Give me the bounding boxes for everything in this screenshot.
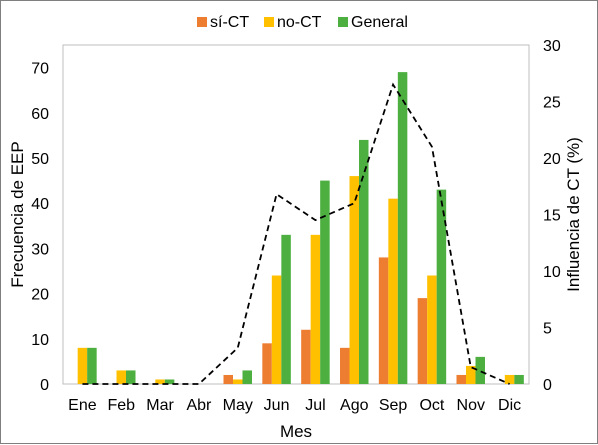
bar-general <box>320 180 330 384</box>
bar-s-ct <box>417 298 428 384</box>
x-tick-label: Nov <box>457 397 485 414</box>
bar-no-ct <box>233 379 243 384</box>
legend-label: no-CT <box>277 14 322 31</box>
y-axis-title: Frecuencia de EEP <box>8 141 27 287</box>
bar-no-ct <box>310 234 321 384</box>
y2-tick-label: 25 <box>543 95 561 112</box>
y-tick-label: 50 <box>31 151 49 168</box>
y2-tick-label: 0 <box>543 377 552 394</box>
x-tick-label: Jun <box>264 397 290 414</box>
y-tick-label: 0 <box>40 377 49 394</box>
y2-tick-label: 15 <box>543 208 561 225</box>
bar-s-ct <box>223 374 233 384</box>
bar-general <box>475 356 485 384</box>
x-axis-title: Mes <box>280 422 312 441</box>
bar-general <box>126 370 136 384</box>
bar-general <box>87 347 97 384</box>
y-tick-label: 30 <box>31 241 49 258</box>
bar-general <box>359 139 369 384</box>
bar-general <box>281 234 291 384</box>
x-tick-label: Feb <box>107 397 135 414</box>
bar-no-ct <box>427 275 437 384</box>
y2-tick-label: 20 <box>543 151 561 168</box>
bar-s-ct <box>378 257 389 384</box>
bar-no-ct <box>155 379 165 384</box>
bar-no-ct <box>349 176 359 384</box>
x-tick-label: Jul <box>305 397 325 414</box>
y2-tick-label: 10 <box>543 264 561 281</box>
bar-no-ct <box>388 198 398 384</box>
x-tick-label: Ago <box>340 397 369 414</box>
x-tick-label: Ene <box>68 397 97 414</box>
legend-label: General <box>351 14 408 31</box>
bar-general <box>242 370 252 384</box>
y-tick-label: 10 <box>31 332 49 349</box>
x-tick-label: May <box>223 397 253 414</box>
bar-no-ct <box>116 370 126 384</box>
x-tick-label: Abr <box>186 397 212 414</box>
y2-axis-title: Influencia de CT (%) <box>564 137 583 292</box>
legend-label: sí-CT <box>210 14 249 31</box>
bar-no-ct <box>504 374 515 384</box>
legend-swatch <box>264 17 274 27</box>
x-tick-label: Oct <box>419 397 444 414</box>
bar-no-ct <box>466 365 476 384</box>
y2-tick-label: 5 <box>543 321 552 338</box>
bar-general <box>164 379 175 384</box>
y-tick-label: 40 <box>31 196 49 213</box>
y2-tick-label: 30 <box>543 38 561 55</box>
bar-s-ct <box>301 329 311 384</box>
bar-general <box>397 72 408 385</box>
bar-general <box>436 189 447 384</box>
x-tick-label: Sep <box>379 397 408 414</box>
legend-swatch <box>338 17 348 27</box>
bar-s-ct <box>262 343 272 384</box>
x-tick-label: Mar <box>146 397 174 414</box>
legend-swatch <box>197 17 207 27</box>
y-tick-label: 70 <box>31 61 49 78</box>
bar-no-ct <box>271 275 282 384</box>
bar-s-ct <box>456 374 466 384</box>
line-influencia-ct <box>82 82 510 385</box>
x-tick-label: Dic <box>498 397 521 414</box>
bar-general <box>514 374 524 384</box>
y-tick-label: 60 <box>31 106 49 123</box>
plot-area <box>62 44 530 385</box>
bar-s-ct <box>340 347 350 384</box>
bar-no-ct <box>77 347 88 384</box>
y-tick-label: 20 <box>31 287 49 304</box>
